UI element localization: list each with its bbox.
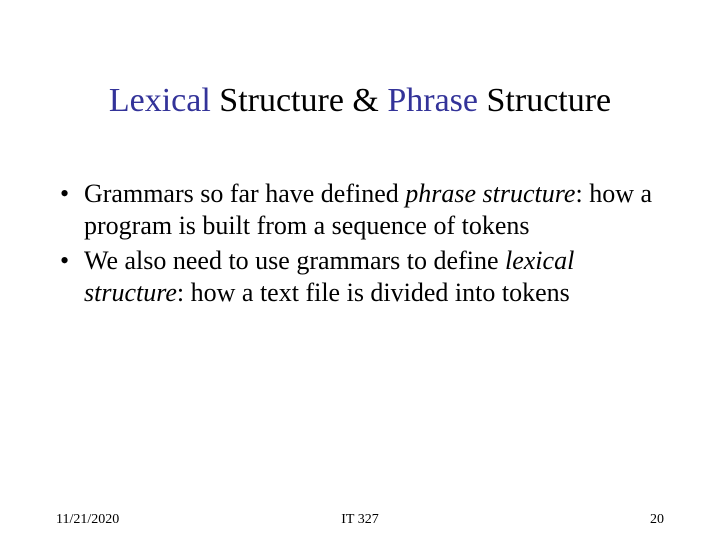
bullet-item: Grammars so far have defined phrase stru… [56, 178, 672, 241]
bullet-text-pre: Grammars so far have defined [84, 179, 405, 208]
footer-page-number: 20 [650, 512, 664, 528]
title-text-1: Structure & [211, 82, 388, 119]
slide-body: Grammars so far have defined phrase stru… [56, 178, 672, 313]
slide: Lexical Structure & Phrase Structure Gra… [0, 0, 720, 540]
title-word-lexical: Lexical [109, 82, 211, 119]
slide-title: Lexical Structure & Phrase Structure [0, 82, 720, 120]
footer-course: IT 327 [56, 512, 664, 528]
bullet-text-post: : how a text file is divided into tokens [177, 278, 570, 307]
bullet-text-italic: phrase structure [405, 179, 575, 208]
bullet-item: We also need to use grammars to define l… [56, 245, 672, 308]
title-word-phrase: Phrase [387, 82, 478, 119]
title-text-2: Structure [478, 82, 611, 119]
bullet-text-pre: We also need to use grammars to define [84, 246, 505, 275]
